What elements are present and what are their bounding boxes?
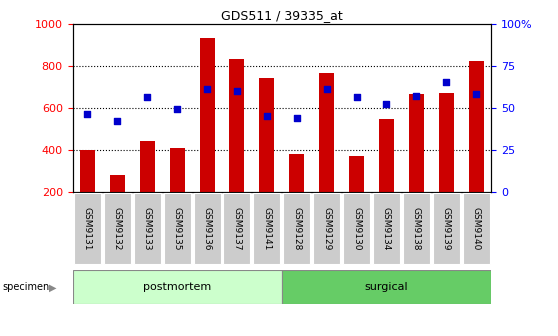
Point (83, 112, 92, 117)
Text: GSM9130: GSM9130 (352, 207, 361, 250)
Bar (409, 94, 424, 192)
FancyBboxPatch shape (163, 193, 191, 264)
Text: surgical: surgical (364, 282, 408, 292)
Point (382, 101, 391, 107)
Bar (110, 175, 125, 192)
Point (143, 95, 152, 100)
FancyBboxPatch shape (283, 193, 310, 264)
Text: GSM9139: GSM9139 (442, 207, 451, 250)
Title: GDS511 / 39335_at: GDS511 / 39335_at (221, 9, 343, 23)
FancyBboxPatch shape (73, 270, 282, 304)
Text: GSM9133: GSM9133 (143, 207, 152, 250)
Text: ▶: ▶ (49, 282, 56, 292)
FancyBboxPatch shape (373, 193, 400, 264)
FancyBboxPatch shape (134, 193, 161, 264)
Text: specimen: specimen (3, 282, 50, 292)
FancyBboxPatch shape (343, 193, 370, 264)
Bar (439, 93, 454, 192)
Text: GSM9128: GSM9128 (292, 207, 301, 250)
FancyBboxPatch shape (194, 193, 220, 264)
Point (262, 113, 271, 119)
FancyBboxPatch shape (433, 193, 460, 264)
Bar (80, 150, 95, 192)
FancyBboxPatch shape (463, 193, 489, 264)
FancyBboxPatch shape (313, 193, 340, 264)
Point (352, 95, 361, 100)
FancyBboxPatch shape (282, 270, 491, 304)
Bar (319, 73, 334, 192)
Bar (170, 149, 185, 192)
Bar (229, 59, 244, 192)
Text: GSM9141: GSM9141 (262, 207, 271, 250)
Point (412, 93, 421, 98)
Bar (379, 119, 394, 192)
Point (233, 88, 242, 93)
Point (442, 80, 451, 85)
Bar (140, 141, 155, 192)
Text: GSM9140: GSM9140 (472, 207, 480, 250)
FancyBboxPatch shape (74, 193, 101, 264)
Point (292, 115, 301, 120)
FancyBboxPatch shape (104, 193, 131, 264)
Text: GSM9129: GSM9129 (322, 207, 331, 250)
Bar (259, 78, 275, 192)
Bar (200, 38, 214, 192)
FancyBboxPatch shape (403, 193, 430, 264)
Text: GSM9138: GSM9138 (412, 207, 421, 250)
Point (173, 107, 182, 112)
Text: GSM9137: GSM9137 (233, 207, 242, 250)
Text: GSM9135: GSM9135 (172, 207, 182, 250)
Point (472, 91, 480, 97)
FancyBboxPatch shape (224, 193, 251, 264)
Bar (289, 154, 304, 192)
Text: postmortem: postmortem (143, 282, 211, 292)
Text: GSM9136: GSM9136 (203, 207, 211, 250)
Point (322, 86, 331, 92)
Text: GSM9134: GSM9134 (382, 207, 391, 250)
Bar (349, 156, 364, 192)
Point (203, 86, 211, 92)
Text: GSM9131: GSM9131 (83, 207, 92, 250)
Bar (469, 61, 484, 192)
Point (113, 118, 122, 124)
Text: GSM9132: GSM9132 (113, 207, 122, 250)
FancyBboxPatch shape (253, 193, 280, 264)
